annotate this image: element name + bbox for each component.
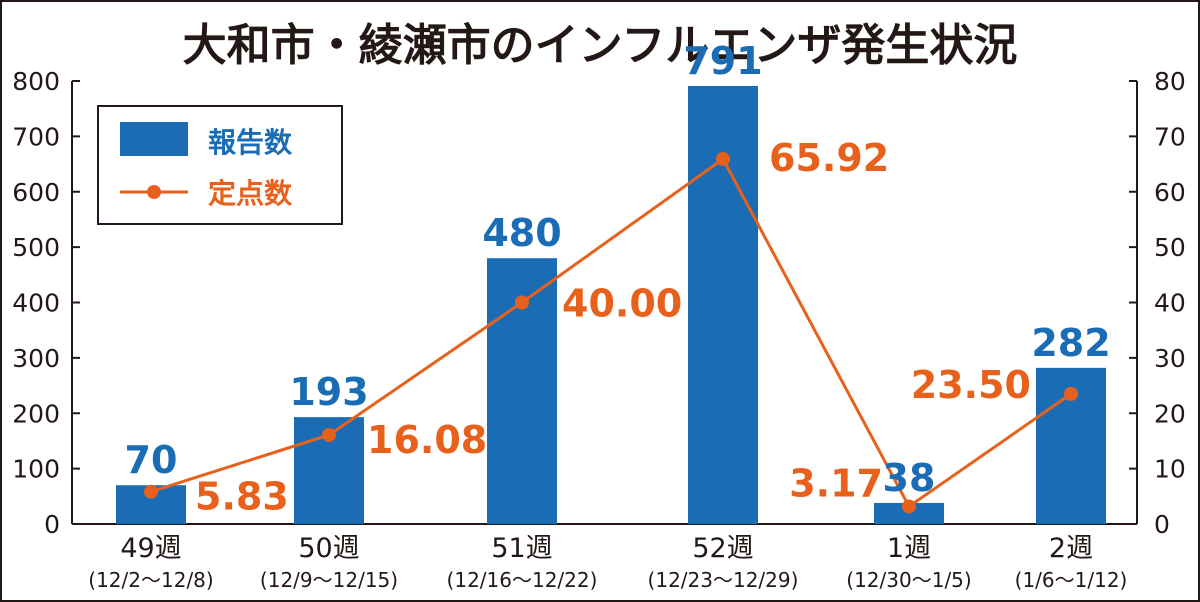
line-value-label: 16.08 — [367, 418, 487, 462]
chart-title: 大和市・綾瀬市のインフルエンザ発生状況 — [183, 20, 1018, 71]
left-tick-label: 800 — [12, 67, 60, 96]
right-tick-label: 20 — [1154, 399, 1186, 428]
left-tick-label: 300 — [12, 344, 60, 373]
right-tick-label: 30 — [1154, 344, 1186, 373]
x-category-sublabel: (12/2〜12/8) — [88, 568, 213, 592]
line-path — [150, 156, 1072, 509]
bar — [874, 502, 944, 524]
x-category-label: 50週 — [298, 533, 359, 564]
left-tick-label: 700 — [12, 122, 60, 151]
bar-value-label: 791 — [683, 39, 762, 83]
x-category-label: 52週 — [692, 533, 753, 564]
left-tick-label: 600 — [12, 178, 60, 207]
right-tick-label: 0 — [1154, 510, 1170, 539]
bar-value-label: 70 — [125, 438, 178, 482]
line-value-label: 3.17 — [789, 461, 883, 505]
line-point — [322, 427, 336, 442]
line-point — [144, 484, 158, 499]
line-point — [716, 151, 730, 166]
x-category-label: 51週 — [491, 533, 552, 564]
line-series — [144, 151, 1078, 514]
bar-series — [116, 85, 1106, 524]
x-category-sublabel: (12/30〜1/5) — [846, 568, 971, 592]
right-tick-label: 40 — [1154, 289, 1186, 318]
left-tick-label: 100 — [12, 455, 60, 484]
bar-value-label: 480 — [482, 211, 561, 255]
line-point — [515, 295, 529, 310]
right-tick-label: 70 — [1154, 122, 1186, 151]
legend-bar-swatch — [120, 122, 188, 156]
right-tick-label: 60 — [1154, 178, 1186, 207]
x-category-label: 1週 — [887, 533, 931, 564]
legend: 報告数 定点数 — [97, 105, 343, 225]
left-tick-label: 0 — [44, 510, 60, 539]
right-tick-label: 10 — [1154, 455, 1186, 484]
right-tick-label: 50 — [1154, 233, 1186, 262]
x-category-sublabel: (12/16〜12/22) — [447, 568, 598, 592]
legend-line-label: 定点数 — [208, 177, 293, 210]
left-tick-label: 400 — [12, 289, 60, 318]
legend-line-marker — [147, 185, 161, 199]
x-category-label: 2週 — [1049, 533, 1093, 564]
bar-value-label: 38 — [883, 456, 936, 500]
x-category-sublabel: (1/6〜1/12) — [1015, 568, 1128, 592]
x-axis-labels: 49週 (12/2〜12/8) 50週 (12/9〜12/15) 51週 (12/16〜1… — [88, 533, 1127, 592]
line-point — [1064, 386, 1078, 401]
x-category-sublabel: (12/23〜12/29) — [648, 568, 799, 592]
bar-value-label: 193 — [289, 370, 368, 414]
right-tick-label: 80 — [1154, 67, 1186, 96]
legend-bar-label: 報告数 — [208, 126, 293, 159]
line-value-label: 40.00 — [562, 282, 682, 326]
line-point — [902, 499, 916, 514]
bar-value-label: 282 — [1031, 321, 1110, 365]
bar — [688, 85, 758, 524]
line-value-label: 65.92 — [769, 136, 889, 180]
line-value-label: 23.50 — [911, 363, 1031, 407]
left-tick-label: 500 — [12, 233, 60, 262]
left-tick-label: 200 — [12, 399, 60, 428]
line-value-label: 5.83 — [195, 475, 289, 519]
x-category-label: 49週 — [120, 533, 181, 564]
data-labels: 70 193 480 791 38 282 5.83 16.08 40.00 65.92 3.17 2… — [125, 39, 1111, 519]
x-category-sublabel: (12/9〜12/15) — [260, 568, 398, 592]
axis-ticks: 0 100 200 300 400 500 600 700 800 0 10 20 30 40 50 60 70… — [12, 67, 1186, 539]
